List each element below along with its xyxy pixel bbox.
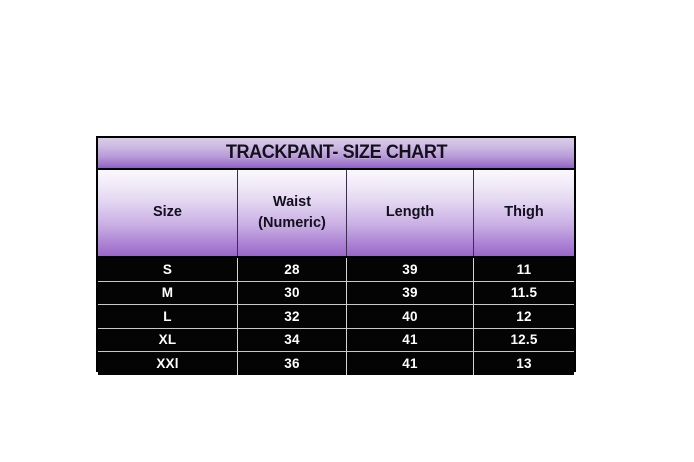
cell-size: XL — [98, 328, 238, 351]
cell-size: XXl — [98, 352, 238, 375]
cell-length: 41 — [347, 352, 474, 375]
cell-length: 40 — [347, 305, 474, 328]
cell-size: M — [98, 281, 238, 304]
chart-title-text: TRACKPANT- SIZE CHART — [225, 142, 447, 163]
table-row: M 30 39 11.5 — [98, 281, 574, 305]
cell-length: 41 — [347, 328, 474, 351]
cell-size: S — [98, 258, 238, 281]
cell-waist: 36 — [238, 352, 347, 375]
table-row: S 28 39 11 — [98, 258, 574, 282]
cell-thigh: 11.5 — [510, 285, 538, 301]
column-header-waist: Waist (Numeric) — [238, 170, 347, 256]
table-header-row: Size Waist (Numeric) Length Thigh — [98, 170, 574, 258]
cell-thigh: 12.5 — [510, 332, 538, 348]
table-row: L 32 40 12 — [98, 305, 574, 329]
cell-length: 39 — [347, 258, 474, 281]
column-header-thigh-label: Thigh — [504, 204, 544, 221]
table-body: S 28 39 11 M 30 39 11.5 L 32 40 12 XL 34… — [98, 258, 574, 375]
size-chart-table: TRACKPANT- SIZE CHART Size Waist (Numeri… — [96, 136, 576, 375]
column-header-thigh: Thigh — [474, 170, 574, 256]
column-header-waist-label: Waist — [272, 193, 312, 210]
cell-waist: 34 — [238, 328, 347, 351]
cell-thigh: 13 — [516, 355, 532, 371]
column-header-waist-sublabel: (Numeric) — [258, 215, 326, 231]
column-header-size-label: Size — [152, 204, 182, 221]
column-header-length-label: Length — [385, 204, 435, 221]
column-header-size: Size — [98, 170, 238, 256]
cell-waist: 32 — [238, 305, 347, 328]
table-row: XL 34 41 12.5 — [98, 328, 574, 352]
cell-waist: 28 — [238, 258, 347, 281]
cell-waist: 30 — [238, 281, 347, 304]
cell-thigh: 11 — [516, 261, 532, 277]
chart-title-bar: TRACKPANT- SIZE CHART — [98, 138, 574, 170]
column-header-length: Length — [347, 170, 474, 256]
cell-size: L — [98, 305, 238, 328]
table-row: XXl 36 41 13 — [98, 352, 574, 375]
cell-length: 39 — [347, 281, 474, 304]
cell-thigh: 12 — [516, 308, 532, 324]
